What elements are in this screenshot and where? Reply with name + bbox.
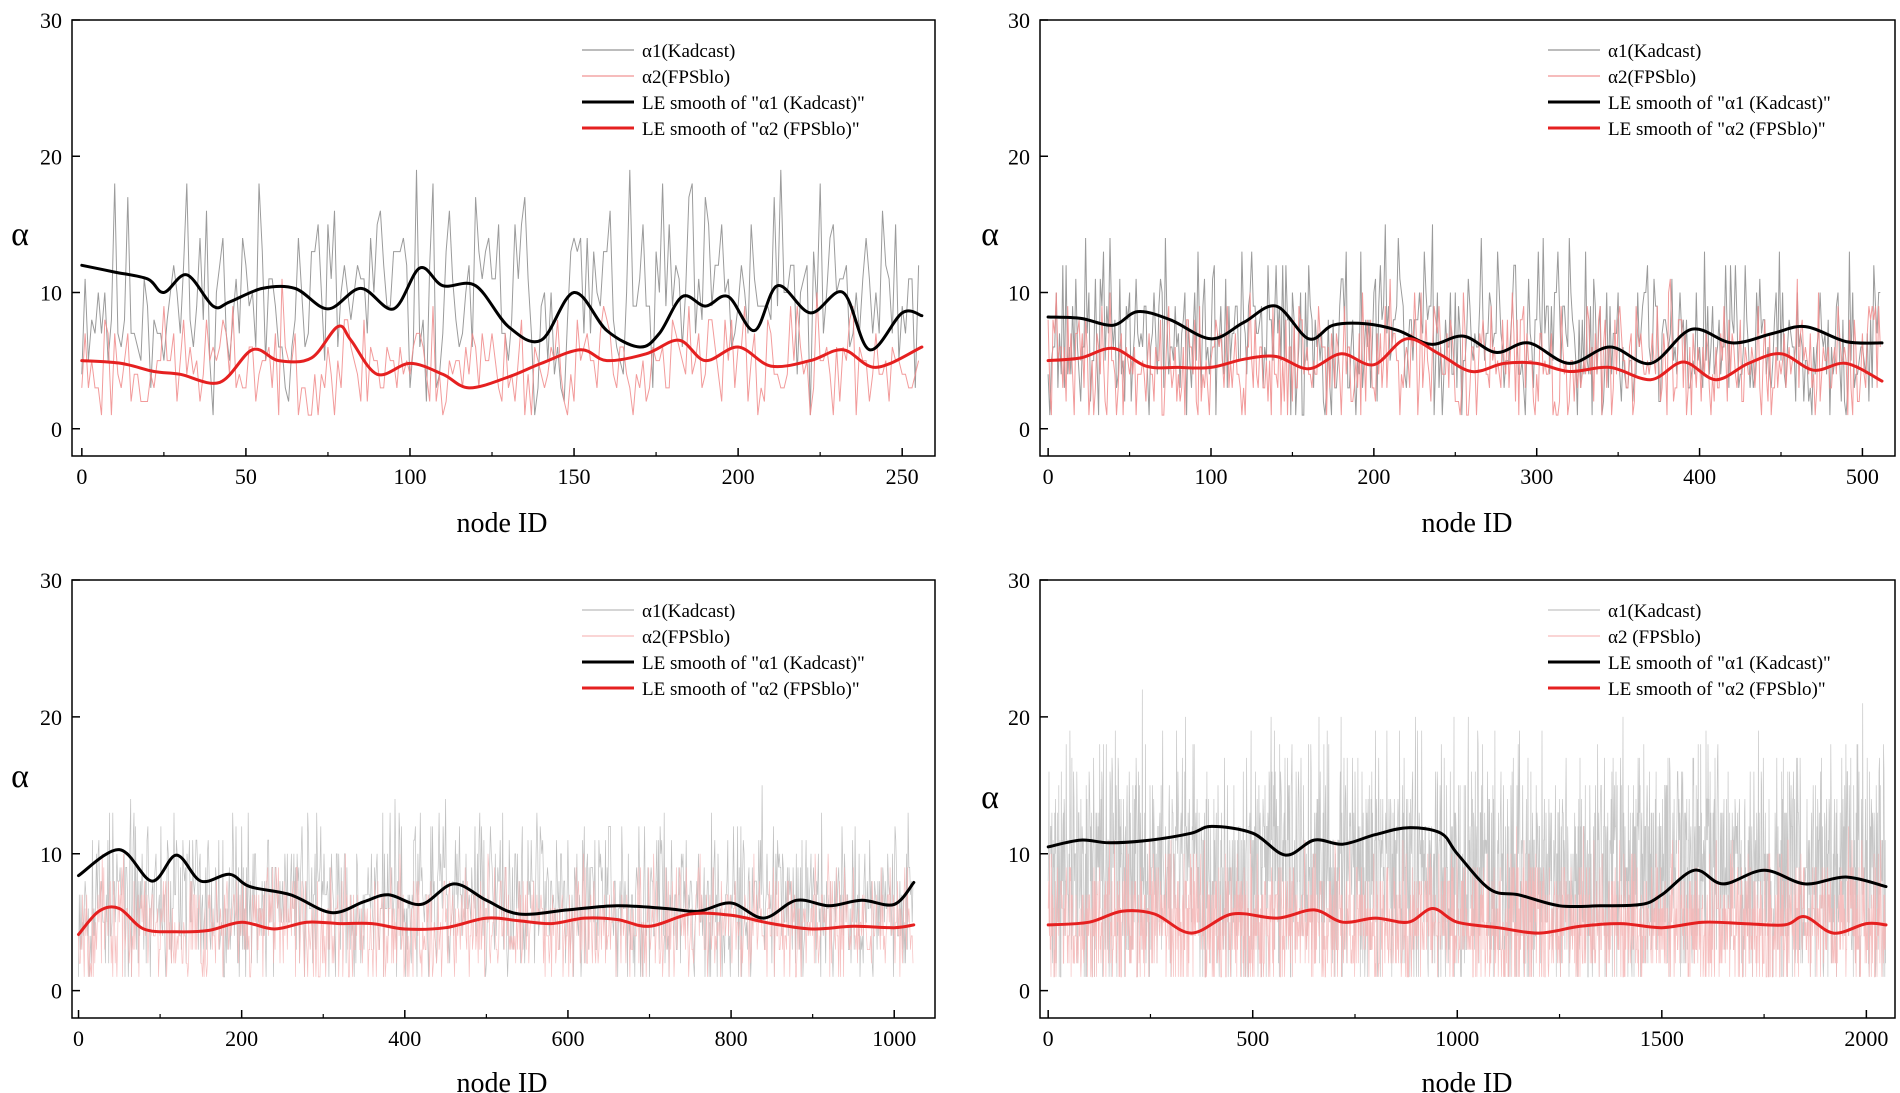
x-tick-label: 200 [225,1026,258,1051]
raw-series-line-2 [1047,826,1886,978]
y-tick-label: 30 [1008,8,1030,33]
x-tick-label: 400 [388,1026,421,1051]
smooth-series-line-2 [1046,907,1888,935]
raw-series-line-2 [1047,278,1881,416]
x-tick-label: 0 [1043,1026,1054,1051]
y-tick-label: 10 [1008,842,1030,867]
raw-series-line-1 [81,169,920,416]
x-tick-label: 2000 [1844,1026,1888,1051]
y-tick-label: 30 [1008,568,1030,593]
y-axis-label: α [981,216,999,253]
x-tick-label: 200 [1357,464,1390,489]
smooth-series-line-1 [80,263,924,352]
legend-label: LE smooth of "α2 (FPSblo)" [1608,679,1826,700]
legend-label: α1(Kadcast) [1608,41,1701,62]
legend: α1(Kadcast) α2 (FPSblo) LE smooth of "α1 (… [1548,601,1831,700]
raw-series-line-2 [78,853,914,978]
smooth-series-line-1 [77,848,916,920]
legend-label: α1(Kadcast) [642,601,735,622]
x-tick-label: 1500 [1640,1026,1684,1051]
y-tick-label: 0 [1019,979,1030,1004]
legend-label: α2(FPSblo) [642,627,730,648]
chart-panel-bottom-left: 0 10 20 30 0 200 400 600 800 1000 node ID α α1(Kadca… [11,568,936,1093]
x-tick-label: 400 [1683,464,1716,489]
legend-label: LE smooth of "α2 (FPSblo)" [642,119,860,140]
raw-series-line-2 [81,278,920,416]
x-tick-label: 0 [1043,464,1054,489]
y-tick-label: 20 [40,144,62,169]
x-tick-label: 50 [235,464,257,489]
legend-label: LE smooth of "α2 (FPSblo)" [642,679,860,700]
y-tick-label: 0 [1019,417,1030,442]
smooth-series-line-2 [1046,337,1884,383]
smooth-series-line-2 [77,905,916,936]
plot-frame [1039,579,1896,1019]
chart-panel-bottom-right: 0 10 20 30 0 500 1000 1500 2000 node ID α α1(Kadcas… [981,568,1896,1093]
legend-label: LE smooth of "α2 (FPSblo)" [1608,119,1826,140]
legend-label: α2(FPSblo) [642,67,730,88]
x-tick-label: 1000 [1435,1026,1479,1051]
x-axis-label: node ID [1422,508,1513,539]
x-tick-label: 500 [1846,464,1879,489]
legend: α1(Kadcast) α2(FPSblo) LE smooth of "α1 (K… [1548,41,1831,140]
x-tick-label: 1000 [872,1026,916,1051]
legend-label: LE smooth of "α1 (Kadcast)" [1608,93,1831,114]
y-tick-label: 10 [40,281,62,306]
x-tick-label: 150 [558,464,591,489]
y-tick-label: 30 [40,8,62,33]
legend-label: α2 (FPSblo) [1608,627,1701,648]
legend-label: α1(Kadcast) [1608,601,1701,622]
y-axis-label: α [11,216,29,253]
legend-label: α2(FPSblo) [1608,67,1696,88]
plot-frame [71,579,936,1019]
x-axis-label: node ID [1422,1068,1513,1093]
x-tick-label: 800 [715,1026,748,1051]
x-axis-label: node ID [457,508,548,539]
x-tick-label: 100 [1195,464,1228,489]
y-axis-label: α [981,779,999,816]
y-axis-label: α [11,758,29,795]
y-tick-label: 30 [40,568,62,593]
legend-label: LE smooth of "α1 (Kadcast)" [642,93,865,114]
x-tick-label: 200 [722,464,755,489]
legend-label: LE smooth of "α1 (Kadcast)" [642,653,865,674]
smooth-series-line-1 [1046,824,1888,909]
x-tick-label: 600 [551,1026,584,1051]
legend-label: LE smooth of "α1 (Kadcast)" [1608,653,1831,674]
x-tick-label: 250 [886,464,919,489]
y-tick-label: 10 [40,842,62,867]
smooth-series-line-2 [80,324,924,390]
chart-panel-top-left: 0 10 20 30 0 50 100 150 200 250 node ID α α1(Kadcast… [11,8,936,539]
smooth-series-line-1 [1046,304,1884,366]
y-tick-label: 0 [51,417,62,442]
y-tick-label: 20 [40,705,62,730]
plot-frame [71,19,936,457]
x-axis-label: node ID [457,1068,548,1093]
x-tick-label: 500 [1236,1026,1269,1051]
x-tick-label: 300 [1520,464,1553,489]
legend-label: α1(Kadcast) [642,41,735,62]
legend: α1(Kadcast) α2(FPSblo) LE smooth of "α1 (K… [582,601,865,700]
y-tick-label: 0 [51,979,62,1004]
y-tick-label: 10 [1008,281,1030,306]
x-tick-label: 0 [73,1026,84,1051]
y-tick-label: 20 [1008,144,1030,169]
y-tick-label: 20 [1008,705,1030,730]
x-tick-label: 0 [76,464,87,489]
x-tick-label: 100 [393,464,426,489]
plot-frame [1039,19,1896,457]
legend: α1(Kadcast) α2(FPSblo) LE smooth of "α1 (K… [582,41,865,140]
